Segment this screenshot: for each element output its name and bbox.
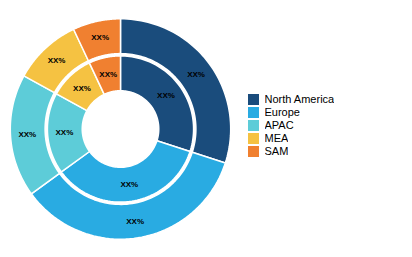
svg-text:XX%: XX% bbox=[91, 33, 109, 42]
svg-text:XX%: XX% bbox=[157, 91, 175, 100]
html-text:Europe: Europe bbox=[264, 106, 300, 119]
svg-text:XX%: XX% bbox=[48, 56, 66, 65]
html-text:North America: North America bbox=[264, 93, 335, 106]
svg-text:XX%: XX% bbox=[73, 84, 91, 93]
svg-text:XX%: XX% bbox=[120, 180, 138, 189]
html-text:APAC: APAC bbox=[264, 119, 294, 132]
html-text:MEA: MEA bbox=[264, 132, 289, 145]
svg-text:XX%: XX% bbox=[99, 70, 117, 79]
svg-text:XX%: XX% bbox=[18, 130, 36, 139]
svg-text:XX%: XX% bbox=[55, 128, 73, 137]
html-text:SAM: SAM bbox=[264, 145, 289, 158]
svg-text:XX%: XX% bbox=[126, 217, 144, 226]
svg-text:XX%: XX% bbox=[187, 70, 205, 79]
